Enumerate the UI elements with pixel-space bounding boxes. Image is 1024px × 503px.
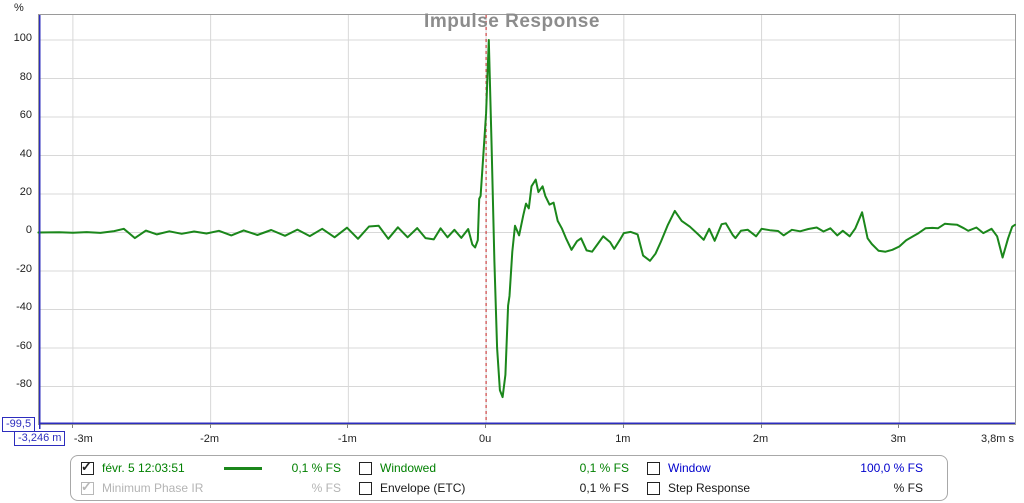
minimum-phase-ir-value: % FS (311, 481, 341, 495)
window-value: 100,0 % FS (860, 461, 923, 475)
step-response-label: Step Response (668, 481, 751, 495)
trace-line-sample (223, 466, 262, 470)
cursor-y-readout: -99,5 (2, 417, 36, 432)
windowed-checkbox[interactable] (359, 461, 372, 475)
legend-column-window: Window 100,0 % FS Step Response % FS (643, 458, 937, 498)
legend-entry-windowed: Windowed 0,1 % FS (355, 458, 643, 478)
legend-entry-step-response: Step Response % FS (643, 478, 937, 498)
x-tick-label: -1m (337, 433, 357, 445)
y-tick-label: 80 (19, 70, 32, 83)
impulse-response-chart (37, 15, 1016, 429)
window-checkbox[interactable] (647, 461, 660, 475)
legend-entry-window: Window 100,0 % FS (643, 458, 937, 478)
x-axis-tick-mark (71, 424, 73, 428)
windowed-value: 0,1 % FS (579, 461, 629, 475)
envelope-etc-checkbox[interactable] (359, 481, 372, 495)
x-tick-label: 2m (752, 433, 769, 445)
envelope-etc-label: Envelope (ETC) (380, 481, 466, 495)
y-tick-label: 100 (13, 32, 32, 45)
y-tick-label: 20 (19, 185, 32, 198)
x-tick-label: 0u (478, 433, 492, 445)
x-axis-tick-mark (347, 424, 349, 428)
legend-panel: févr. 5 12:03:51 0,1 % FS Minimum Phase … (70, 455, 948, 501)
x-axis-tick-mark (760, 424, 762, 428)
cursor-x-readout: -3,246 m (14, 431, 66, 446)
x-axis-tick-mark (622, 424, 624, 428)
envelope-etc-value: 0,1 % FS (579, 481, 629, 495)
legend-column-measurement: févr. 5 12:03:51 0,1 % FS Minimum Phase … (77, 458, 355, 498)
x-axis-tick-mark (898, 424, 900, 428)
x-tick-label: 3,8m s (980, 433, 1014, 445)
measurement-checkbox[interactable] (81, 459, 94, 475)
y-tick-label: 0 (25, 224, 32, 237)
legend-entry-measurement: févr. 5 12:03:51 0,1 % FS (77, 458, 355, 478)
step-response-value: % FS (893, 481, 923, 495)
y-tick-label: -20 (16, 262, 32, 275)
y-tick-label: 40 (19, 147, 32, 160)
x-tick-label: -2m (200, 433, 220, 445)
legend-entry-envelope-etc: Envelope (ETC) 0,1 % FS (355, 478, 643, 498)
x-axis-tick-mark (209, 424, 211, 428)
y-tick-label: -60 (16, 339, 32, 352)
x-tick-label: 3m (890, 433, 906, 445)
y-tick-label: -40 (16, 301, 32, 314)
measurement-value: 0,1 % FS (291, 461, 341, 475)
window-label: Window (668, 461, 711, 475)
x-axis-tick-mark (485, 424, 487, 428)
measurement-label: févr. 5 12:03:51 (102, 461, 185, 475)
impulse-response-trace (37, 39, 1016, 399)
minimum-phase-ir-label: Minimum Phase IR (102, 481, 204, 495)
windowed-label: Windowed (380, 461, 437, 475)
legend-column-windowed: Windowed 0,1 % FS Envelope (ETC) 0,1 % F… (355, 458, 643, 498)
x-tick-label: -3m (73, 433, 93, 445)
y-axis-unit-label: % (14, 2, 24, 14)
y-tick-label: -80 (16, 378, 32, 391)
minimum-phase-ir-checkbox[interactable] (81, 479, 94, 495)
step-response-checkbox[interactable] (647, 481, 660, 495)
plot-area[interactable] (37, 14, 1016, 429)
y-tick-label: 60 (19, 109, 32, 121)
legend-entry-minimum-phase-ir: Minimum Phase IR % FS (77, 478, 355, 498)
x-tick-label: 1m (615, 433, 631, 445)
